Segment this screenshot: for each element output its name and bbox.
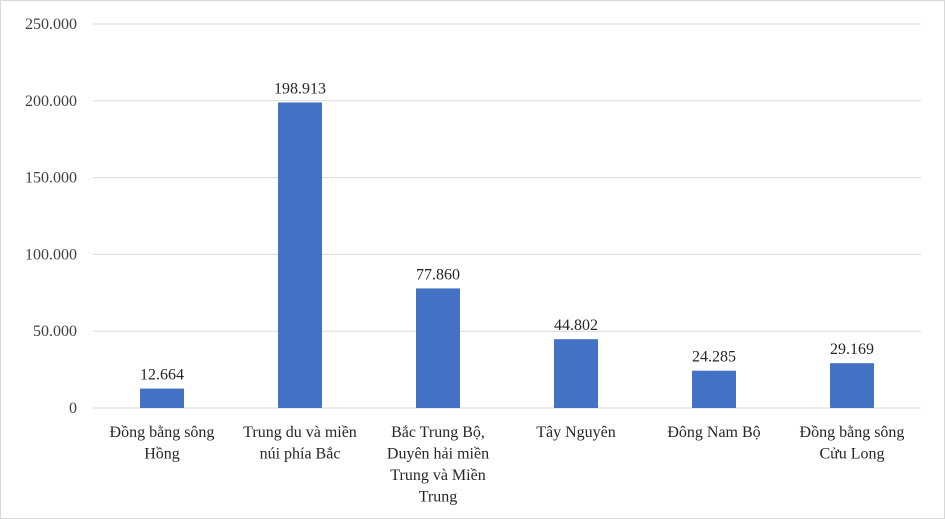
category-label-line: Duyên hải miền xyxy=(387,446,489,463)
y-tick-label: 250.000 xyxy=(25,16,77,33)
y-tick-label: 50.000 xyxy=(33,323,77,340)
category-label-line: Đông Nam Bộ xyxy=(667,424,760,441)
data-labels: 12.664 198.913 77.860 44.802 24.285 29.169 xyxy=(140,80,874,383)
bar xyxy=(278,102,322,408)
y-tick-label: 200.000 xyxy=(25,93,77,110)
data-label: 24.285 xyxy=(692,349,736,366)
bar xyxy=(554,339,598,408)
category-label-line: Đồng bằng sông xyxy=(800,424,905,441)
y-tick-label: 150.000 xyxy=(25,170,77,187)
category-label: Trung du và miền núi phía Bắc xyxy=(243,424,357,463)
bar xyxy=(140,388,184,408)
category-label-line: núi phía Bắc xyxy=(260,446,341,463)
category-label: Đông Nam Bộ xyxy=(667,424,760,441)
category-label-line: Trung và Miền xyxy=(390,467,485,484)
data-label: 198.913 xyxy=(274,80,326,97)
category-label-line: Bắc Trung Bộ, xyxy=(391,424,485,441)
y-tick-label: 100.000 xyxy=(25,246,77,263)
data-label: 29.169 xyxy=(830,341,874,358)
bar xyxy=(830,363,874,408)
category-label-line: Trung du và miền xyxy=(243,424,357,441)
data-label: 12.664 xyxy=(140,367,184,384)
category-label: Tây Nguyên xyxy=(536,424,616,441)
y-tick-label: 0 xyxy=(69,400,77,417)
y-axis-ticks: 0 50.000 100.000 150.000 200.000 250.000 xyxy=(25,16,77,417)
category-label-line: Cửu Long xyxy=(819,446,884,463)
category-label-line: Tây Nguyên xyxy=(536,424,616,441)
gridlines xyxy=(93,23,921,409)
category-label: Đồng bằng sông Cửu Long xyxy=(800,424,905,463)
category-label-line: Hồng xyxy=(144,446,180,463)
data-label: 44.802 xyxy=(554,317,598,334)
category-labels: Đồng bằng sông Hồng Trung du và miền núi ph… xyxy=(110,424,905,506)
bars xyxy=(140,102,874,408)
category-label: Bắc Trung Bộ, Duyên hải miền Trung và Miền… xyxy=(387,424,489,506)
bar xyxy=(692,370,736,408)
bar xyxy=(416,288,460,408)
category-label: Đồng bằng sông Hồng xyxy=(110,424,215,463)
data-label: 77.860 xyxy=(416,266,460,283)
category-label-line: Trung xyxy=(419,489,458,506)
category-label-line: Đồng bằng sông xyxy=(110,424,215,441)
